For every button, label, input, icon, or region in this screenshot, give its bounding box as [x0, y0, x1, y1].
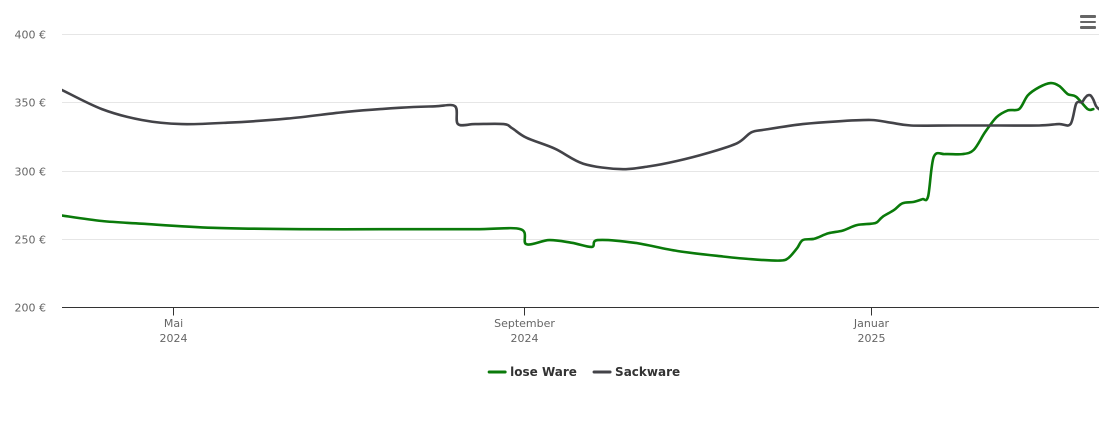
y-tick-label: 400 € — [15, 29, 47, 42]
y-tick-label: 250 € — [15, 234, 47, 247]
legend-item[interactable]: Sackware — [592, 365, 680, 379]
y-axis: 200 € 250 € 300 € 350 € 400 € — [15, 29, 47, 315]
legend-label: Sackware — [615, 365, 680, 379]
y-tick-label: 200 € — [15, 302, 47, 315]
legend-item[interactable]: lose Ware — [487, 365, 577, 379]
hamburger-menu-icon — [1080, 15, 1096, 18]
x-tick-sublabel: 2024 — [160, 332, 188, 345]
x-tick-sublabel: 2025 — [858, 332, 886, 345]
legend: lose Ware Sackware — [487, 365, 680, 379]
series-line-sackware — [62, 88, 1099, 171]
x-tick-label: Januar — [853, 317, 890, 330]
y-tick-label: 300 € — [15, 166, 47, 179]
chart-menu-button[interactable] — [1072, 10, 1102, 34]
x-tick-sublabel: 2024 — [511, 332, 539, 345]
legend-label: lose Ware — [510, 365, 577, 379]
series-lines — [62, 81, 1099, 262]
x-axis: Mai 2024 September 2024 Januar 2025 — [62, 307, 1099, 345]
hamburger-menu-icon — [1080, 20, 1096, 23]
y-tick-label: 350 € — [15, 97, 47, 110]
series-line-lose-ware — [62, 81, 1095, 262]
grid-lines — [62, 34, 1099, 240]
hamburger-menu-icon — [1080, 26, 1096, 29]
x-tick-label: Mai — [164, 317, 183, 330]
x-tick-label: September — [494, 317, 555, 330]
